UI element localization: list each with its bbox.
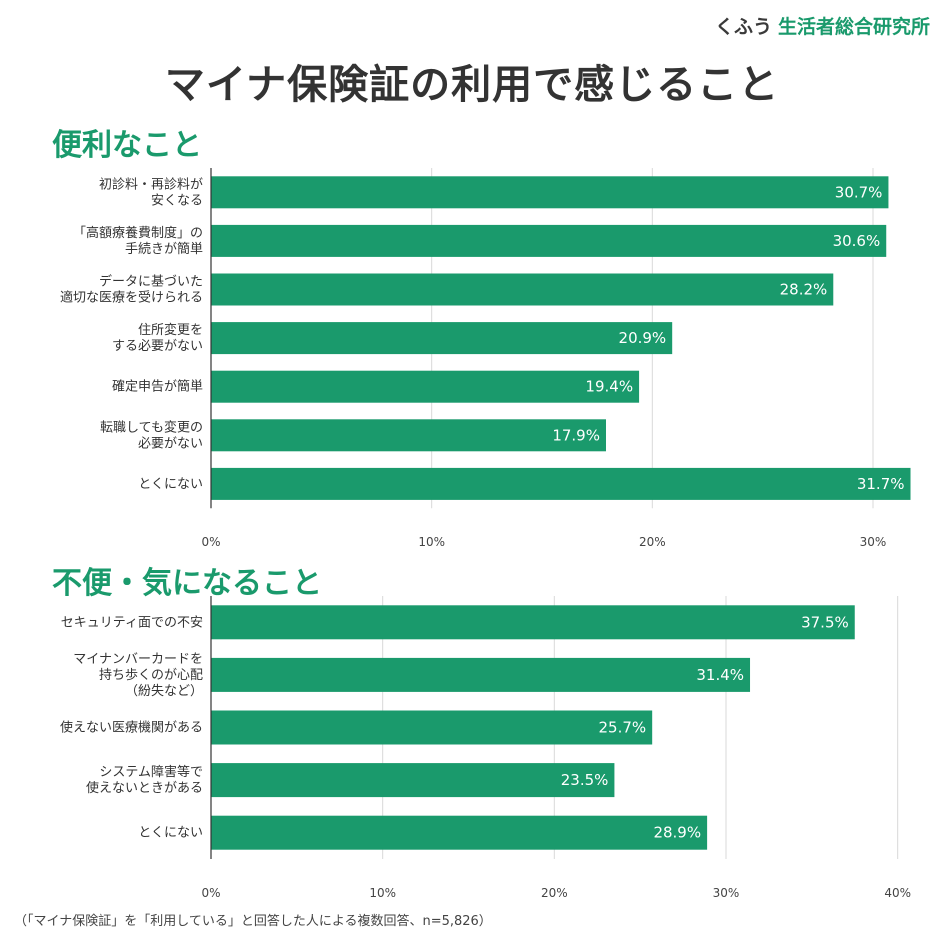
section-title-concerns: 不便・気になること (52, 566, 322, 601)
bar (211, 370, 640, 403)
bar (211, 176, 889, 209)
category-label: マイナンバーカードを持ち歩くのが心配（紛失など） (73, 652, 203, 699)
data-label: 31.4% (696, 666, 744, 684)
x-tick-label: 40% (884, 886, 911, 900)
x-tick-label: 30% (860, 535, 887, 549)
data-label: 20.9% (619, 329, 667, 347)
x-tick-label: 20% (541, 886, 568, 900)
bar (211, 419, 606, 452)
page-title: マイナ保険証の利用で感じること (164, 62, 780, 108)
x-tick-label: 10% (369, 886, 396, 900)
category-label: とくにない (138, 477, 203, 492)
data-label: 30.6% (833, 232, 881, 250)
data-label: 37.5% (801, 613, 849, 631)
bar (211, 224, 887, 257)
category-label: とくにない (138, 826, 203, 841)
category-label: 住所変更をする必要がない (112, 322, 203, 354)
bar (211, 815, 708, 850)
category-label: 転職しても変更の必要がない (100, 419, 203, 451)
data-label: 25.7% (599, 719, 647, 737)
bar (211, 763, 615, 798)
x-tick-label: 20% (639, 535, 666, 549)
category-label: 「高額療養費制度」の手続きが簡単 (73, 225, 203, 257)
category-label: データに基づいた適切な医療を受けられる (60, 274, 203, 306)
x-tick-label: 0% (201, 886, 220, 900)
category-label: 初診料・再診料が安くなる (99, 176, 203, 208)
category-label: システム障害等で使えないときがある (86, 764, 203, 796)
bar (211, 657, 751, 692)
data-label: 19.4% (585, 378, 633, 396)
data-label: 17.9% (552, 426, 600, 444)
brand-org-name: 生活者総合研究所 (777, 16, 930, 38)
x-tick-label: 0% (201, 535, 220, 549)
brand-logo-text: くふう (714, 16, 772, 38)
brand-logo: くふう 生活者総合研究所 (715, 12, 930, 39)
chart-convenient: 30.7% 初診料・再診料が安くなる 30.6% 「高額療養費制度」の手続きが簡単 28… (60, 168, 911, 549)
x-tick-label: 30% (713, 886, 740, 900)
category-label: セキュリティ面での不安 (61, 615, 203, 630)
data-label: 30.7% (835, 183, 883, 201)
data-label: 28.2% (780, 281, 828, 299)
data-label: 31.7% (857, 475, 905, 493)
bar (211, 322, 673, 355)
footnote: （「マイナ保険証」を「利用している」と回答した人による複数回答、n=5,826） (14, 914, 492, 929)
x-tick-label: 10% (418, 535, 445, 549)
category-label: 確定申告が簡単 (112, 379, 203, 395)
chart-concerns: 37.5% セキュリティ面での不安 31.4% マイナンバーカードを持ち歩くのが心配（… (60, 596, 911, 900)
bar (211, 710, 653, 745)
bar (211, 605, 855, 640)
data-label: 28.9% (653, 824, 701, 842)
section-title-convenient: 便利なこと (52, 128, 202, 163)
data-label: 23.5% (561, 771, 609, 789)
bar (211, 273, 834, 306)
bar (211, 467, 911, 500)
category-label: 使えない医療機関がある (60, 720, 203, 736)
